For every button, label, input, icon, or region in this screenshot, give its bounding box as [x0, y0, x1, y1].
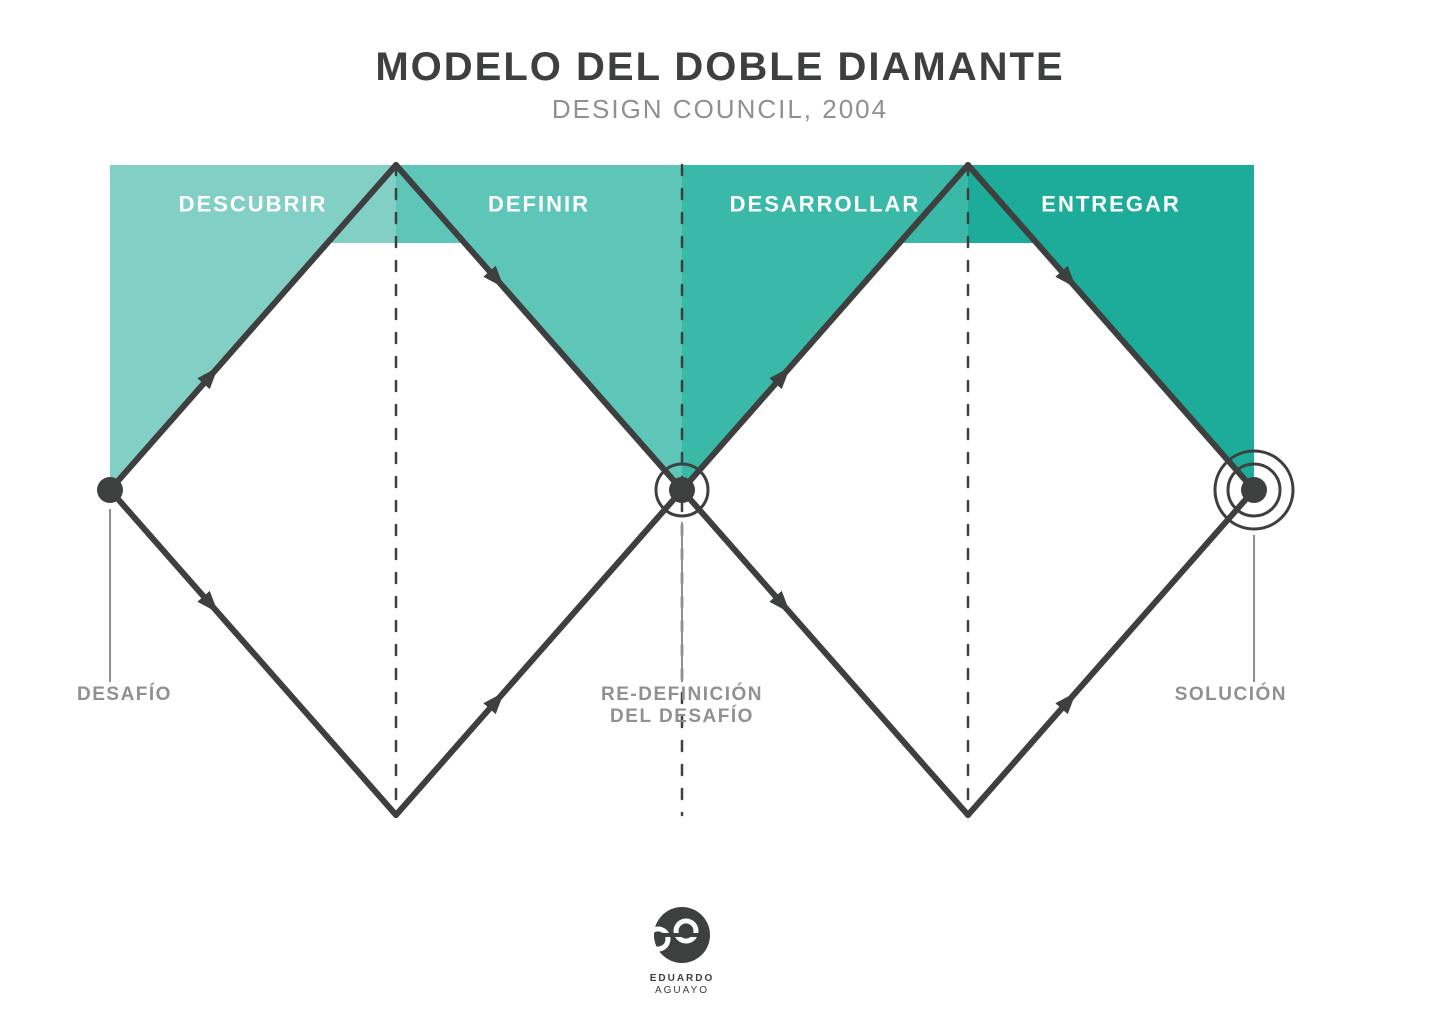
diamond-edge — [396, 490, 682, 815]
diagram-subtitle: DESIGN COUNCIL, 2004 — [552, 94, 888, 124]
diagram-title: MODELO DEL DOBLE DIAMANTE — [375, 45, 1064, 89]
phase-label: ENTREGAR — [1041, 192, 1180, 217]
phase-label: DESCUBRIR — [179, 192, 328, 217]
milestone-label: DEL DESAFÍO — [610, 705, 754, 727]
milestone-dot — [669, 477, 695, 503]
milestone-dot — [97, 477, 123, 503]
milestone-label: SOLUCIÓN — [1175, 683, 1287, 705]
credit-badge: EDUARDOAGUAYO — [648, 907, 714, 996]
diagram-canvas: DESAFÍORE-DEFINICIÓNDEL DESAFÍOSOLUCIÓND… — [0, 0, 1440, 1028]
milestones: DESAFÍO RE-DEFINICIÓNDEL DESAFÍO SOLUCIÓN — [77, 451, 1293, 727]
diamond-edge — [682, 490, 968, 815]
diamond-edge — [110, 490, 396, 815]
milestone-dot — [1241, 477, 1267, 503]
milestone-label: DESAFÍO — [77, 683, 172, 705]
credit-name-line2: AGUAYO — [655, 985, 709, 996]
credit-name-line1: EDUARDO — [650, 973, 715, 984]
milestone-label: RE-DEFINICIÓN — [601, 683, 763, 705]
phase-label: DEFINIR — [488, 192, 590, 217]
phase-label: DESARROLLAR — [730, 192, 921, 217]
diamond-edge — [968, 490, 1254, 815]
